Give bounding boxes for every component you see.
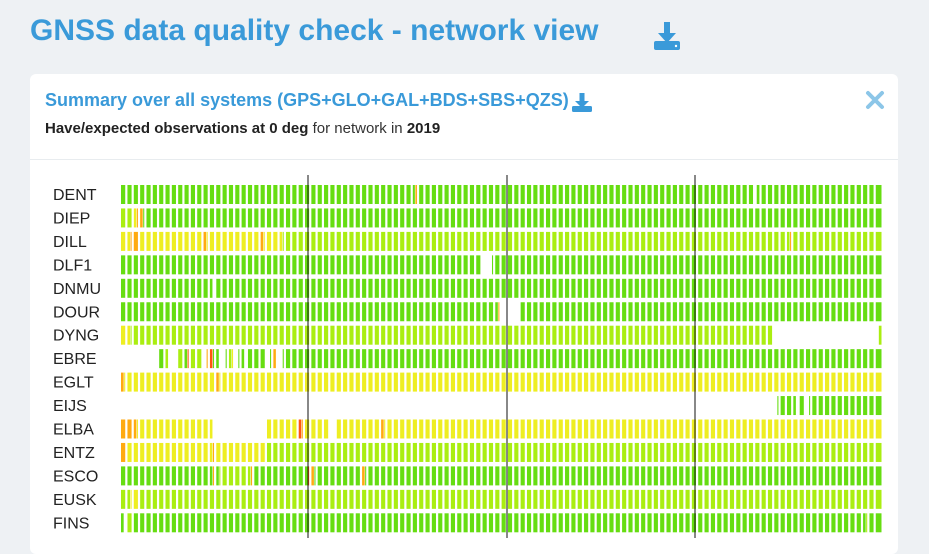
heatmap-cell[interactable]: [266, 442, 882, 462]
page-title: GNSS data quality check - network view: [30, 14, 599, 47]
station-label: EIJS: [53, 398, 87, 415]
heatmap-cell[interactable]: [418, 185, 754, 204]
station-label: DILL: [53, 234, 87, 251]
station-label: DIEP: [53, 210, 90, 227]
station-label: DYNG: [53, 328, 99, 345]
heatmap-cell[interactable]: [209, 349, 213, 369]
quality-heatmap: DENT DIEP DILL DLF1 DNMU DOUR DYNG EBRE EGLT EIJS…: [53, 175, 882, 538]
heatmap-cell[interactable]: [130, 231, 140, 251]
heatmap-cell[interactable]: [178, 349, 184, 369]
subtitle-metric: Have/expected observations at 0 deg: [45, 120, 309, 137]
heatmap-cell[interactable]: [311, 466, 314, 486]
heatmap-cell[interactable]: [121, 372, 124, 392]
heatmap-cell[interactable]: [799, 396, 806, 416]
heatmap-cell[interactable]: [127, 513, 134, 533]
station-label: EBRE: [53, 351, 97, 368]
heatmap-cell[interactable]: [298, 419, 302, 439]
heatmap-cell[interactable]: [165, 349, 169, 369]
card-title: Summary over all systems (GPS+GLO+GAL+BD…: [45, 90, 569, 110]
heatmap-cell[interactable]: [133, 208, 137, 228]
card-header: Summary over all systems (GPS+GLO+GAL+BD…: [30, 74, 898, 160]
heatmap-cell[interactable]: [216, 466, 219, 486]
heatmap-cell[interactable]: [121, 513, 124, 533]
heatmap-cell[interactable]: [121, 419, 137, 439]
heatmap-cell[interactable]: [381, 419, 384, 439]
heatmap-cell[interactable]: [282, 231, 790, 251]
subtitle-scope: for network in: [308, 120, 407, 137]
card-subtitle: Have/expected observations at 0 deg for …: [45, 120, 440, 137]
station-label: DENT: [53, 187, 97, 204]
heatmap-cell[interactable]: [809, 396, 882, 416]
subtitle-year: 2019: [406, 120, 441, 137]
station-label: FINS: [53, 515, 89, 532]
station-label: ELBA: [53, 422, 94, 439]
heatmap-cell[interactable]: [254, 466, 308, 486]
download-icon[interactable]: [650, 18, 684, 52]
heatmap-cell[interactable]: [203, 231, 207, 251]
station-label: DLF1: [53, 257, 92, 274]
heatmap-cell[interactable]: [140, 489, 882, 509]
station-label: ESCO: [53, 468, 98, 485]
heatmap-cell[interactable]: [121, 442, 127, 462]
close-icon[interactable]: [863, 88, 887, 112]
heatmap-cell[interactable]: [260, 231, 264, 251]
heatmap-cell[interactable]: [130, 489, 140, 509]
heatmap-cell[interactable]: [121, 278, 213, 298]
heatmap-cell[interactable]: [878, 325, 882, 345]
heatmap-cell[interactable]: [314, 466, 362, 486]
heatmap-cell[interactable]: [184, 349, 188, 369]
heatmap-cell[interactable]: [136, 419, 213, 439]
heatmap-cell[interactable]: [159, 349, 165, 369]
station-label: EUSK: [53, 492, 97, 509]
station-label: EGLT: [53, 375, 94, 392]
heatmap-cell[interactable]: [415, 185, 419, 204]
heatmap-cell[interactable]: [247, 349, 267, 369]
heatmap-cell[interactable]: [121, 466, 213, 486]
heatmap-cell[interactable]: [228, 349, 232, 369]
heatmap-cell[interactable]: [273, 349, 276, 369]
station-label: DNMU: [53, 281, 101, 298]
heatmap-cell[interactable]: [520, 302, 882, 322]
heatmap-cell[interactable]: [121, 255, 482, 275]
station-label: ENTZ: [53, 445, 95, 462]
heatmap-cell[interactable]: [216, 372, 219, 392]
station-label: DOUR: [53, 304, 100, 321]
card-download-icon[interactable]: [570, 91, 594, 113]
heatmap-cell[interactable]: [361, 466, 365, 486]
